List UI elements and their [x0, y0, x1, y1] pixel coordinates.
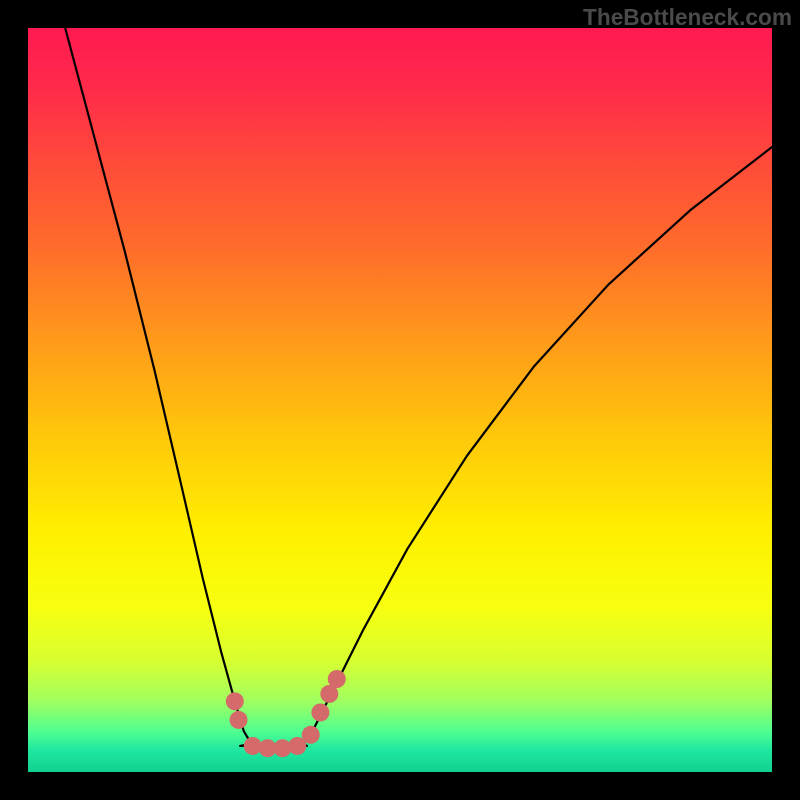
chart-svg [0, 0, 800, 800]
chart-frame: TheBottleneck.com [0, 0, 800, 800]
marker-dot [311, 703, 329, 721]
marker-dot [226, 692, 244, 710]
plot-background [28, 28, 772, 772]
marker-dot [230, 711, 248, 729]
watermark-text: TheBottleneck.com [583, 4, 792, 31]
marker-dot [328, 670, 346, 688]
marker-dot [302, 726, 320, 744]
